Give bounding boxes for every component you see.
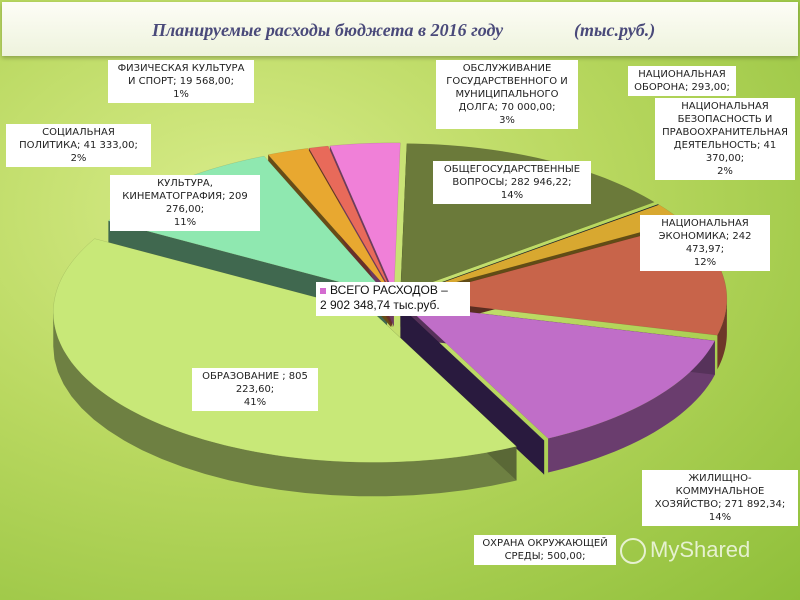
chart-unit: (тыс.руб.) [574, 20, 656, 40]
slice-9 [308, 145, 393, 294]
watermark: MyShared [620, 537, 751, 565]
slice-8 [267, 148, 392, 294]
total-value: 2 902 348,74 тыс.руб. [320, 298, 440, 312]
slice-label-8: СОЦИАЛЬНАЯ ПОЛИТИКА; 41 333,00; 2% [6, 124, 151, 167]
slice-label-0: ОБЩЕГОСУДАРСТВЕННЫЕ ВОПРОСЫ; 282 946,22;… [433, 161, 591, 204]
watermark-logo-icon [620, 538, 646, 565]
slice-10 [329, 142, 401, 293]
total-label: ВСЕГО РАСХОДОВ – [330, 283, 448, 297]
slice-label-6: ОБРАЗОВАНИЕ ; 805 223,60; 41% [192, 368, 318, 411]
slice-1 [404, 203, 660, 296]
slice-side-4 [548, 340, 715, 473]
slice-tops [53, 142, 728, 463]
slice-6 [53, 238, 518, 463]
slice-label-3: НАЦИОНАЛЬНАЯ ЭКОНОМИКА; 242 473,97; 12% [640, 215, 770, 271]
watermark-text: MyShared [650, 537, 751, 562]
slice-label-4: ЖИЛИЩНО- КОММУНАЛЬНОЕ ХОЗЯЙСТВО; 271 892… [642, 470, 798, 526]
slice-side-3 [717, 298, 727, 370]
total-box: ВСЕГО РАСХОДОВ – 2 902 348,74 тыс.руб. [316, 282, 470, 316]
slice-label-2: НАЦИОНАЛЬНАЯ БЕЗОПАСНОСТЬ И ПРАВООХРАНИТ… [655, 98, 795, 180]
slice-wall-5 [400, 306, 545, 475]
slice-4 [403, 304, 716, 439]
slice-label-5: ОХРАНА ОКРУЖАЮЩЕЙ СРЕДЫ; 500,00; [474, 535, 616, 565]
title-bar: Планируемые расходы бюджета в 2016 году … [2, 2, 798, 56]
total-marker [320, 288, 326, 294]
slice-label-9: ФИЗИЧЕСКАЯ КУЛЬТУРА И СПОРТ; 19 568,00; … [108, 60, 254, 103]
slice-label-1: НАЦИОНАЛЬНАЯ ОБОРОНА; 293,00; [628, 66, 736, 96]
slice-5 [400, 306, 545, 441]
slice-label-10: ОБСЛУЖИВАНИЕ ГОСУДАРСТВЕННОГО И МУНИЦИПА… [436, 60, 578, 129]
slice-side-6 [53, 312, 517, 497]
slice-label-7: КУЛЬТУРА, КИНЕМАТОГРАФИЯ; 209 276,00; 11… [110, 175, 260, 231]
chart-title: Планируемые расходы бюджета в 2016 году [152, 20, 504, 40]
